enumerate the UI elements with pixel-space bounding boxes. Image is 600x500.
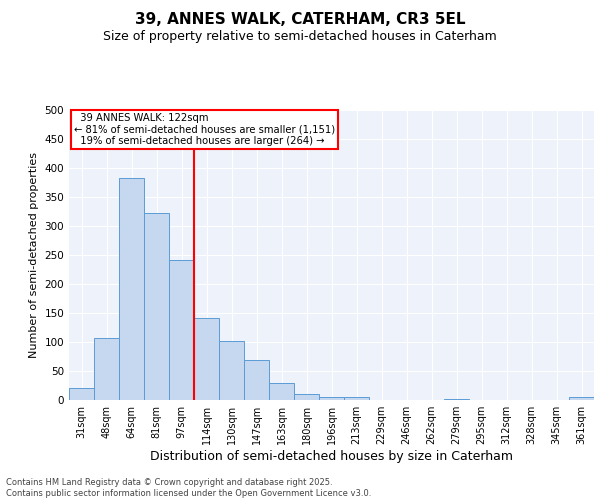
- Bar: [94, 338, 119, 400]
- Bar: [569, 397, 594, 400]
- Bar: [194, 318, 219, 400]
- Bar: [319, 396, 344, 400]
- Bar: [169, 260, 194, 400]
- Text: 39, ANNES WALK, CATERHAM, CR3 5EL: 39, ANNES WALK, CATERHAM, CR3 5EL: [135, 12, 465, 28]
- Bar: [119, 178, 144, 400]
- Bar: [269, 382, 294, 400]
- Text: 39 ANNES WALK: 122sqm
← 81% of semi-detached houses are smaller (1,151)
  19% of: 39 ANNES WALK: 122sqm ← 81% of semi-deta…: [74, 113, 335, 146]
- Bar: [444, 399, 469, 400]
- X-axis label: Distribution of semi-detached houses by size in Caterham: Distribution of semi-detached houses by …: [150, 450, 513, 463]
- Text: Size of property relative to semi-detached houses in Caterham: Size of property relative to semi-detach…: [103, 30, 497, 43]
- Bar: [144, 212, 169, 400]
- Bar: [69, 388, 94, 400]
- Bar: [344, 396, 369, 400]
- Y-axis label: Number of semi-detached properties: Number of semi-detached properties: [29, 152, 39, 358]
- Bar: [294, 394, 319, 400]
- Bar: [244, 360, 269, 400]
- Text: Contains HM Land Registry data © Crown copyright and database right 2025.
Contai: Contains HM Land Registry data © Crown c…: [6, 478, 371, 498]
- Bar: [219, 342, 244, 400]
